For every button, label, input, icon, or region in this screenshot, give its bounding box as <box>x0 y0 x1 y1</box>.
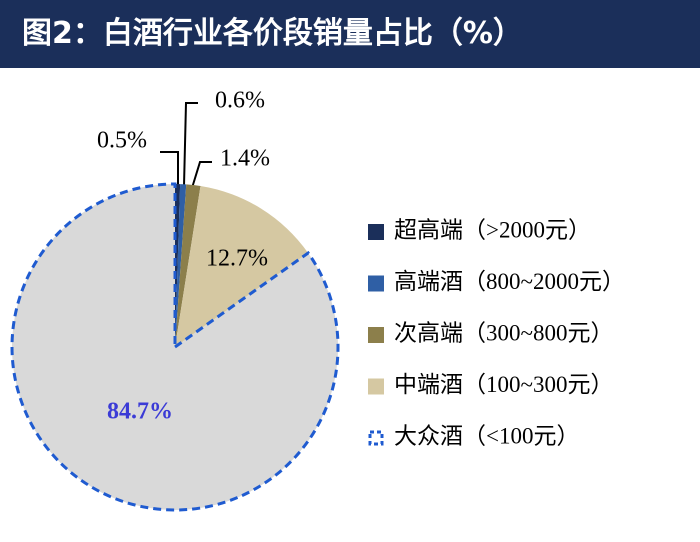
leader-line <box>160 151 179 186</box>
pie-slice <box>10 182 340 512</box>
leader-line <box>183 102 198 187</box>
pie-slice <box>175 184 187 347</box>
data-label: 0.6% <box>215 88 265 114</box>
legend-label: 次高端（300~800元） <box>394 320 613 345</box>
data-label: 84.7% <box>107 399 173 425</box>
data-label: 0.5% <box>97 128 147 154</box>
legend-label: 超高端（>2000元） <box>394 217 591 242</box>
legend-marker <box>368 275 384 292</box>
data-label: 1.4% <box>220 146 270 172</box>
title-bar: 图2：白酒行业各价段销量占比（%） <box>0 0 700 68</box>
chart-title: 图2：白酒行业各价段销量占比（%） <box>22 16 523 51</box>
leader-line <box>191 161 212 189</box>
pie-slice <box>175 186 309 347</box>
legend-label: 大众酒（<100元） <box>394 423 579 448</box>
legend-marker <box>368 224 384 240</box>
legend-marker <box>368 378 384 395</box>
pie-slice <box>175 184 201 347</box>
data-label: 12.7% <box>206 246 268 272</box>
legend-label: 中端酒（100~300元） <box>394 372 613 397</box>
legend-marker <box>368 327 384 343</box>
legend-label: 高端酒（800~2000元） <box>394 269 625 294</box>
legend-marker <box>368 430 384 446</box>
